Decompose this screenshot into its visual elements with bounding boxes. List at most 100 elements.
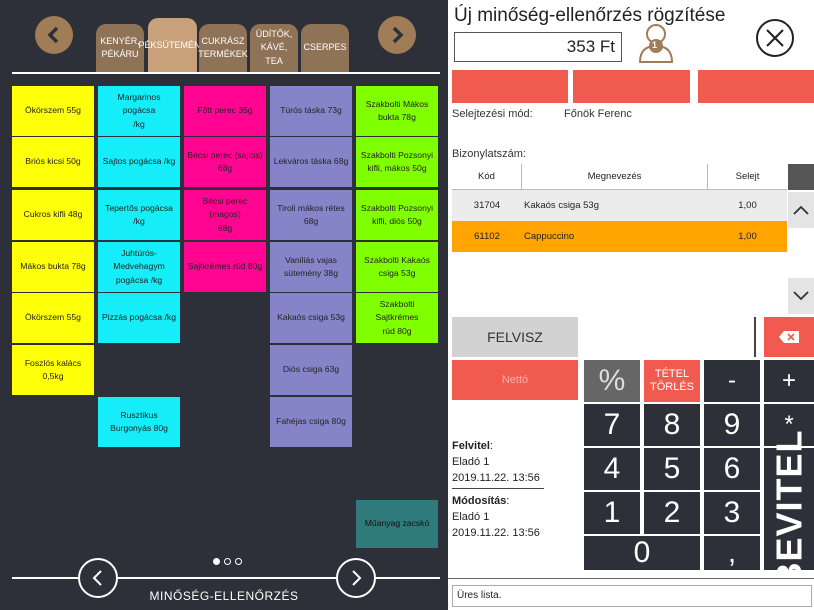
product-tile[interactable]: Fahéjas csiga 80g [270, 397, 352, 447]
product-tile[interactable]: Sajtkrémes rúd 80g [184, 242, 266, 292]
bevitel-button[interactable]: BEVITEL [764, 429, 814, 589]
modositas-label: Módosítás [452, 495, 507, 507]
header-kod: Kód [452, 164, 522, 189]
header-megnevezes: Megnevezés [522, 164, 708, 189]
product-tile[interactable]: Szakbolti Pozsonyi kifli, mákos 50g [356, 137, 438, 187]
tetel-torles-key[interactable]: TÉTEL TÖRLÉS [644, 360, 700, 402]
tab-peksutemeny[interactable]: PÉKSÜTEMÉNY [139, 18, 207, 74]
netto-button[interactable]: Nettó [452, 360, 578, 400]
key-4[interactable]: 4 [584, 448, 640, 490]
comma-key[interactable]: , [704, 536, 760, 570]
bizonylatszam-label: Bizonylatszám: [452, 148, 526, 160]
product-tile[interactable]: Tiroli mákos rétes 68g [270, 190, 352, 240]
page-indicator [213, 558, 242, 565]
action-button-2[interactable] [573, 70, 690, 103]
key-6[interactable]: 6 [704, 448, 760, 490]
product-tile[interactable]: Cukros kifli 48g [12, 190, 94, 240]
prev-category-button[interactable] [35, 16, 73, 54]
modositas-info: Módosítás: Eladó 1 2019.11.22. 13:56 [452, 494, 540, 542]
product-tile[interactable]: Szakbolti Pozsonyi kifli, diós 50g [356, 190, 438, 240]
cell-selejt: 1,00 [738, 200, 757, 211]
felvitel-user: Eladó 1 [452, 455, 490, 468]
selejtezesi-mod-label: Selejtezési mód: [452, 108, 533, 120]
product-tile[interactable]: Szakbolti Mákos bukta 78g [356, 86, 438, 136]
user-badge: 1 [652, 40, 658, 50]
action-button-1[interactable] [452, 70, 568, 103]
modositas-user: Eladó 1 [452, 510, 490, 523]
selejtezesi-mod-value: Főnök Ferenc [564, 108, 632, 120]
modositas-date: 2019.11.22. 13:56 [452, 526, 540, 539]
scroll-down-button[interactable] [788, 278, 814, 314]
close-icon [766, 29, 784, 47]
tab-underline [12, 72, 440, 74]
product-tile[interactable]: Szakbolti Sajtkrémes rúd 80g [356, 293, 438, 343]
product-tile[interactable]: Túrós táska 73g [270, 86, 352, 136]
key-5[interactable]: 5 [644, 448, 700, 490]
product-tile[interactable]: Briós kicsi 50g [12, 137, 94, 187]
product-tile[interactable]: Juhtúrós-Medvehagym pogácsa /kg [98, 242, 180, 292]
product-tile[interactable]: Bécsi perec (sajtos) 68g [184, 137, 266, 187]
product-tile[interactable]: Foszlós kalács 0,5kg [12, 345, 94, 395]
percent-key[interactable]: % [584, 360, 640, 402]
key-7[interactable]: 7 [584, 404, 640, 446]
product-tile[interactable]: Műanyag zacskó [356, 500, 438, 548]
product-tile[interactable]: Főtt perec 35g [184, 86, 266, 136]
key-2[interactable]: 2 [644, 492, 700, 534]
page-title: Új minőség-ellenőrzés rögzítése [454, 5, 726, 26]
tab-cukrasz-termekek[interactable]: CUKRÁSZ TERMÉKEK [198, 24, 248, 72]
felvisz-button[interactable]: FELVISZ [452, 317, 578, 357]
product-tile[interactable]: Pizzás pogácsa /kg [98, 293, 180, 343]
tab-cserpes[interactable]: CSERPES [301, 24, 349, 72]
footer-mode-label: MINŐSÉG-ELLENŐRZÉS [149, 589, 299, 603]
status-divider [448, 578, 814, 579]
minus-key[interactable]: - [704, 360, 760, 402]
action-button-3[interactable] [698, 70, 814, 103]
key-8[interactable]: 8 [644, 404, 700, 446]
quantity-input[interactable] [580, 317, 756, 357]
key-1[interactable]: 1 [584, 492, 640, 534]
cell-kod: 31704 [473, 200, 501, 211]
table-scroll-header [788, 164, 814, 190]
product-tile[interactable]: Margarinos pogácsa /kg [98, 86, 180, 136]
chevron-right-icon [392, 26, 404, 44]
product-tile[interactable]: Mákos bukta 78g [12, 242, 94, 292]
table-row[interactable]: 31704 Kakaós csiga 53g 1,00 [452, 190, 787, 221]
product-tile[interactable]: Sajtos pogácsa /kg [98, 137, 180, 187]
close-button[interactable] [756, 19, 794, 57]
footer-divider [12, 577, 440, 579]
next-page-button[interactable] [336, 558, 376, 598]
product-tile[interactable]: Tepertős pogácsa /kg [98, 190, 180, 240]
plus-key[interactable]: + [764, 360, 814, 402]
key-0[interactable]: 0 [584, 536, 700, 570]
tab-kenyer-pekaru[interactable]: KENYÉR, PÉKÁRU [96, 24, 144, 72]
product-tile[interactable]: Vaniliás vajas sütemény 38g [270, 242, 352, 292]
multiply-key[interactable]: * [764, 404, 814, 446]
next-category-button[interactable] [378, 16, 416, 54]
chevron-right-icon [352, 570, 362, 586]
chevron-down-icon [793, 291, 809, 301]
user-avatar-icon[interactable]: 1 [636, 22, 676, 64]
header-selejt: Selejt [735, 171, 760, 182]
felvitel-label: Felvitel [452, 440, 490, 452]
product-tile[interactable]: Kakaós csiga 53g [270, 293, 352, 343]
cell-megnevezes: Kakaós csiga 53g [524, 200, 599, 211]
felvitel-info: Felvitel: Eladó 1 2019.11.22. 13:56 [452, 439, 540, 487]
product-tile[interactable]: Rusztikus Burgonyás 80g [98, 397, 180, 447]
product-tile[interactable]: Ökörszem 55g [12, 293, 94, 343]
table-row-selected[interactable]: 61102 Cappuccino 1,00 [452, 221, 787, 252]
key-9[interactable]: 9 [704, 404, 760, 446]
chevron-left-icon [47, 26, 59, 44]
product-tile[interactable]: Lekváros táska 68g [270, 137, 352, 187]
scroll-up-button[interactable] [788, 192, 814, 228]
product-tile[interactable]: Szakbolti Kakaós csiga 53g [356, 242, 438, 292]
page-dot-active [213, 558, 220, 565]
cell-selejt: 1,00 [738, 231, 757, 242]
tab-uditok-kave-tea[interactable]: ÜDÍTŐK, KÁVÉ, TEA [250, 24, 298, 72]
page-dot [224, 558, 231, 565]
product-tile[interactable]: Diós csiga 63g [270, 345, 352, 395]
backspace-button[interactable] [764, 317, 814, 357]
key-3[interactable]: 3 [704, 492, 760, 534]
prev-page-button[interactable] [78, 558, 118, 598]
product-tile[interactable]: Ökörszem 55g [12, 86, 94, 136]
product-tile[interactable]: Bécsi perec (magos) 68g [184, 190, 266, 240]
